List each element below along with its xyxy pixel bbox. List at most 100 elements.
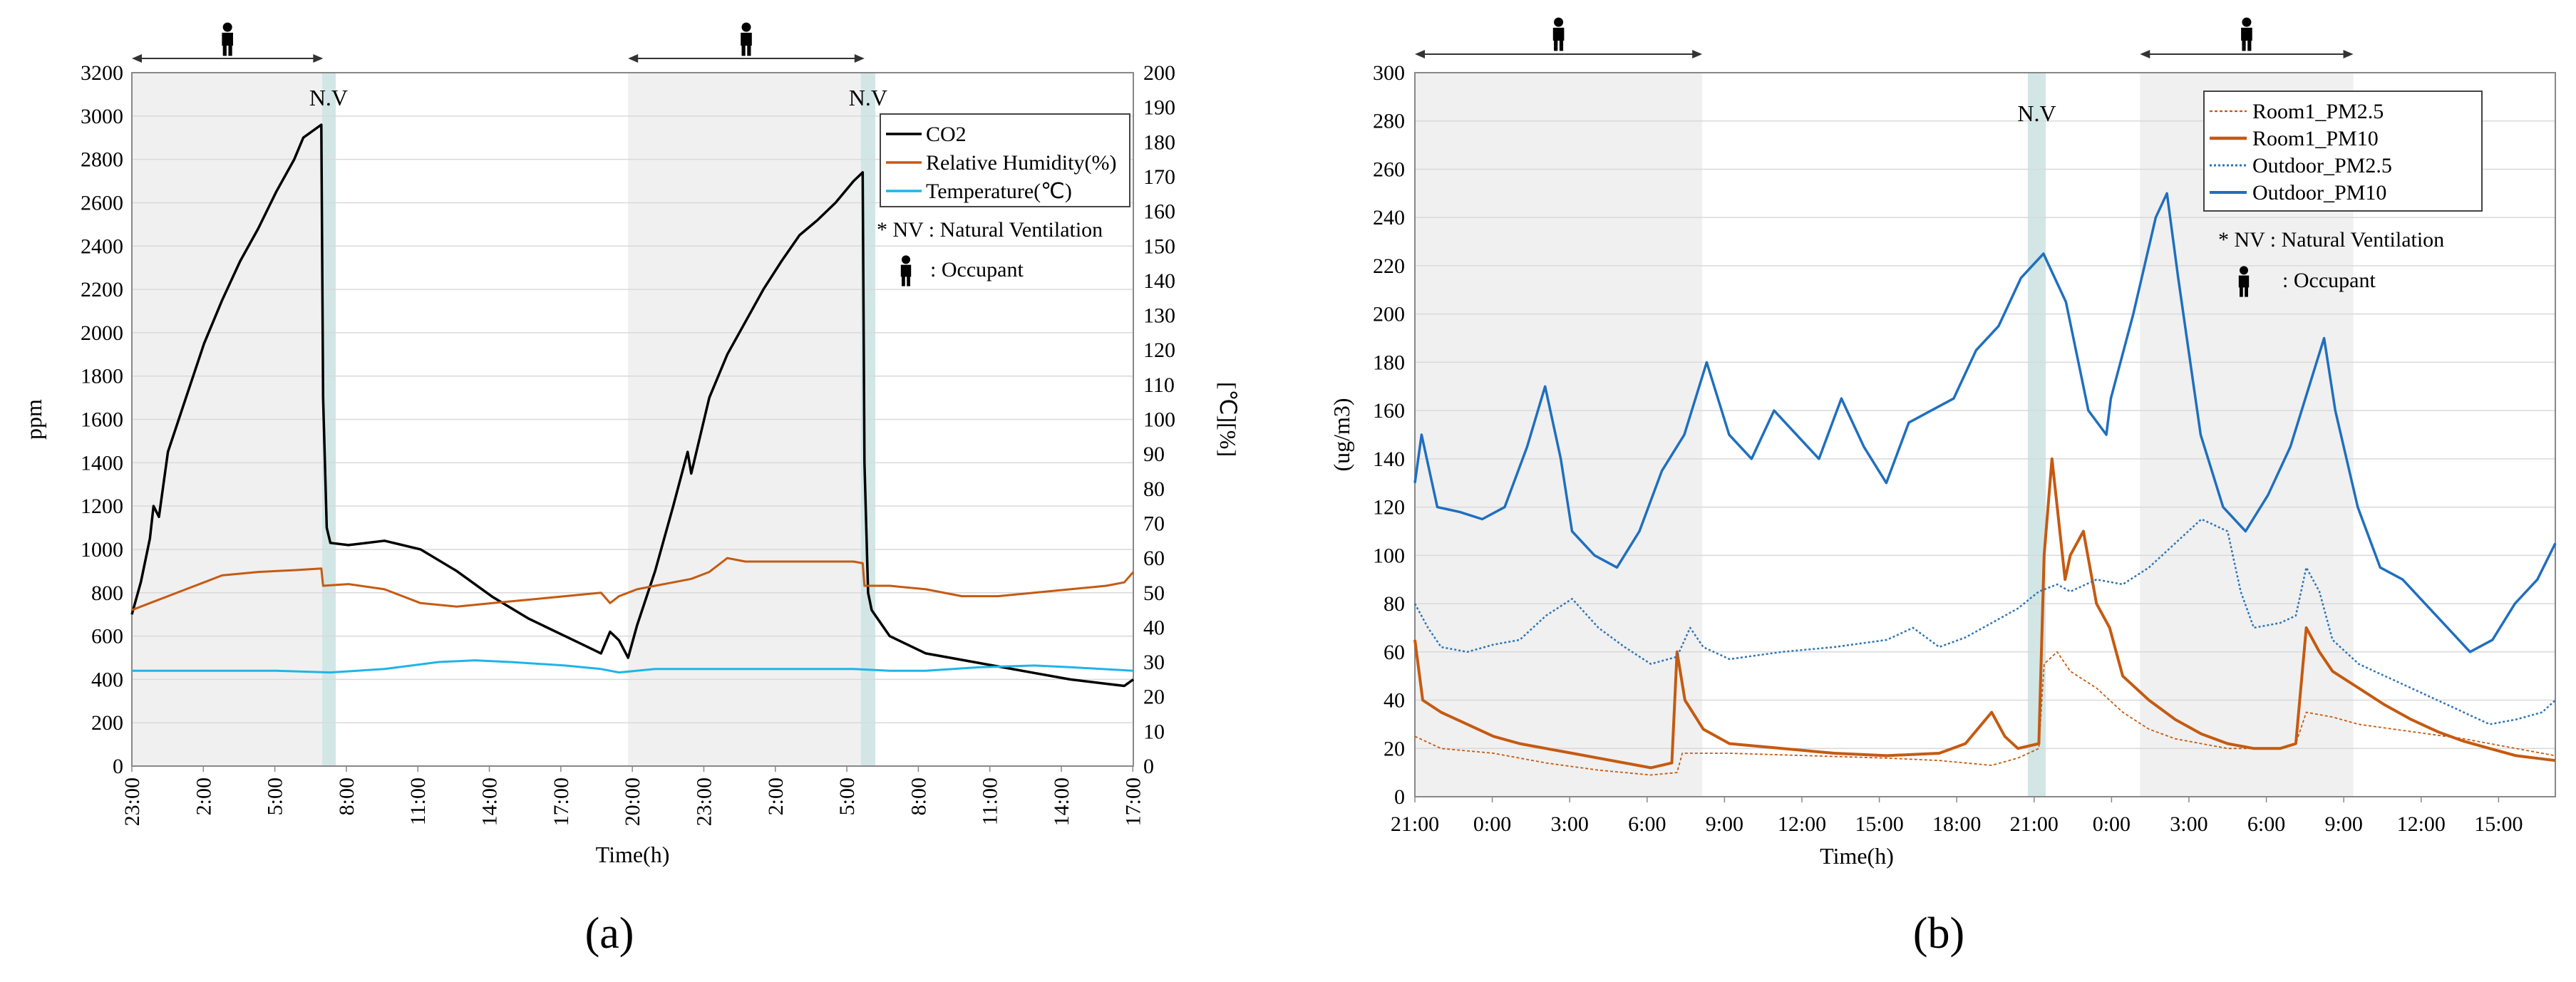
- y-tick-left-label: 1800: [81, 365, 123, 388]
- panel-a-x-axis-label: Time(h): [596, 842, 670, 867]
- legend-box: [880, 113, 1130, 207]
- x-tick-label: 9:00: [2324, 812, 2362, 836]
- y-tick-left-label: 1600: [81, 408, 123, 432]
- x-tick-label: 2:00: [192, 777, 215, 815]
- y-tick-label: 200: [1373, 303, 1405, 326]
- y-tick-right-label: 120: [1143, 338, 1175, 362]
- occupant-footnote: : Occupant: [2282, 269, 2376, 292]
- occupant-icon: [222, 22, 233, 56]
- x-tick-label: 23:00: [692, 777, 716, 826]
- y-tick-left-label: 1000: [81, 538, 123, 562]
- panel-a-chart: N.V N.V 020040060080010001200140016001800…: [21, 22, 1241, 958]
- y-tick-label: 20: [1384, 737, 1405, 760]
- occupant-footnote: : Occupant: [930, 258, 1024, 281]
- x-tick-label: 8:00: [907, 777, 930, 815]
- y-tick-right-label: 30: [1143, 651, 1165, 674]
- legend-entry: CO2: [926, 123, 967, 146]
- x-tick-label: 20:00: [621, 777, 644, 826]
- panel-b-x-axis-label: Time(h): [1820, 843, 1894, 869]
- x-tick-label: 6:00: [2247, 812, 2285, 836]
- x-tick-label: 9:00: [1706, 812, 1743, 836]
- x-tick-label: 11:00: [979, 777, 1002, 825]
- legend-entry: Room1_PM10: [2252, 127, 2379, 150]
- y-tick-label: 260: [1373, 157, 1405, 181]
- y-tick-left-label: 600: [91, 625, 123, 648]
- x-tick-label: 17:00: [1121, 777, 1145, 826]
- legend-entry: Room1_PM2.5: [2252, 100, 2384, 123]
- panel-a-y-axis-left-label: ppm: [21, 399, 46, 440]
- legend-entry: Outdoor_PM2.5: [2252, 154, 2392, 177]
- y-tick-right-label: 110: [1143, 373, 1175, 397]
- y-tick-right-label: 50: [1143, 582, 1165, 605]
- occupant-icon: [1552, 17, 1565, 51]
- y-tick-label: 300: [1373, 61, 1405, 85]
- y-tick-right-label: 170: [1143, 165, 1175, 189]
- panel-a-y-axis-right-label: [℃][%]: [1215, 382, 1241, 457]
- y-tick-left-label: 3200: [81, 61, 123, 85]
- room1-pm25-line: [1414, 651, 2556, 776]
- room1-pm10-line: [1413, 457, 2556, 770]
- y-tick-right-label: 190: [1143, 96, 1175, 120]
- y-tick-label: 160: [1373, 399, 1405, 423]
- y-tick-right-label: 90: [1143, 443, 1165, 466]
- x-tick-label: 12:00: [1778, 812, 1826, 836]
- y-tick-left-label: 2600: [81, 191, 123, 215]
- y-tick-left-label: 400: [91, 668, 123, 691]
- panel-a-caption: (a): [585, 909, 634, 958]
- x-tick-label: 6:00: [1628, 812, 1666, 836]
- y-tick-label: 180: [1373, 351, 1405, 374]
- nv-band: [2027, 73, 2046, 797]
- y-tick-left-label: 200: [91, 711, 123, 735]
- y-tick-right-label: 0: [1143, 755, 1154, 778]
- x-tick-label: 21:00: [2010, 812, 2059, 836]
- y-tick-left-label: 3000: [81, 105, 123, 128]
- x-tick-label: 17:00: [550, 777, 573, 826]
- nv-footnote: * NV : Natural Ventilation: [2218, 228, 2444, 252]
- x-tick-label: 5:00: [264, 777, 287, 815]
- y-tick-right-label: 180: [1143, 130, 1175, 154]
- x-tick-label: 23:00: [120, 777, 144, 826]
- outdoor-pm25-line: [1413, 518, 2556, 725]
- occupant-icon: [741, 22, 752, 56]
- y-tick-label: 120: [1373, 496, 1405, 520]
- x-tick-label: 8:00: [335, 777, 359, 815]
- y-tick-right-label: 160: [1143, 200, 1175, 224]
- y-tick-label: 80: [1384, 592, 1405, 616]
- y-tick-right-label: 140: [1143, 269, 1175, 293]
- legend-entry: Temperature(℃): [926, 180, 1072, 203]
- panel-b-caption: (b): [1913, 909, 1964, 958]
- y-tick-label: 140: [1373, 448, 1405, 471]
- y-tick-label: 0: [1394, 785, 1405, 809]
- occupied-span-arrow: [628, 54, 865, 63]
- x-tick-label: 5:00: [835, 777, 859, 815]
- y-tick-label: 220: [1373, 254, 1405, 278]
- x-tick-label: 15:00: [1855, 812, 1903, 836]
- x-tick-label: 3:00: [2170, 812, 2207, 836]
- panel-b-chart: N.V 0 20 40 60 80 100 120 140 160 180 200 220 240 260…: [1329, 17, 2557, 958]
- y-tick-right-label: 100: [1143, 408, 1175, 432]
- humidity-line: [131, 557, 1135, 611]
- y-tick-label: 240: [1373, 206, 1405, 229]
- nv-label: N.V: [309, 85, 348, 110]
- occupied-period-shade: [1415, 73, 1703, 797]
- x-tick-label: 2:00: [764, 777, 788, 815]
- panel-b-y-axis-label: (ug/m3): [1329, 398, 1354, 471]
- y-tick-label: 280: [1373, 110, 1405, 133]
- y-tick-right-label: 70: [1143, 512, 1165, 535]
- y-tick-left-label: 2000: [81, 321, 123, 345]
- occupied-span-arrow: [1415, 50, 1703, 58]
- y-tick-label: 100: [1373, 544, 1405, 567]
- x-tick-label: 0:00: [1473, 812, 1511, 836]
- y-tick-label: 60: [1384, 641, 1405, 664]
- y-tick-right-label: 130: [1143, 304, 1175, 328]
- y-tick-right-label: 80: [1143, 477, 1165, 501]
- x-tick-label: 3:00: [1551, 812, 1589, 836]
- nv-label: N.V: [2017, 100, 2056, 126]
- y-tick-right-label: 20: [1143, 686, 1165, 709]
- occupant-icon: [900, 255, 912, 286]
- occupant-icon: [2241, 17, 2252, 51]
- x-tick-label: 11:00: [406, 777, 430, 825]
- x-tick-label: 12:00: [2397, 812, 2446, 836]
- y-tick-right-label: 10: [1143, 720, 1165, 743]
